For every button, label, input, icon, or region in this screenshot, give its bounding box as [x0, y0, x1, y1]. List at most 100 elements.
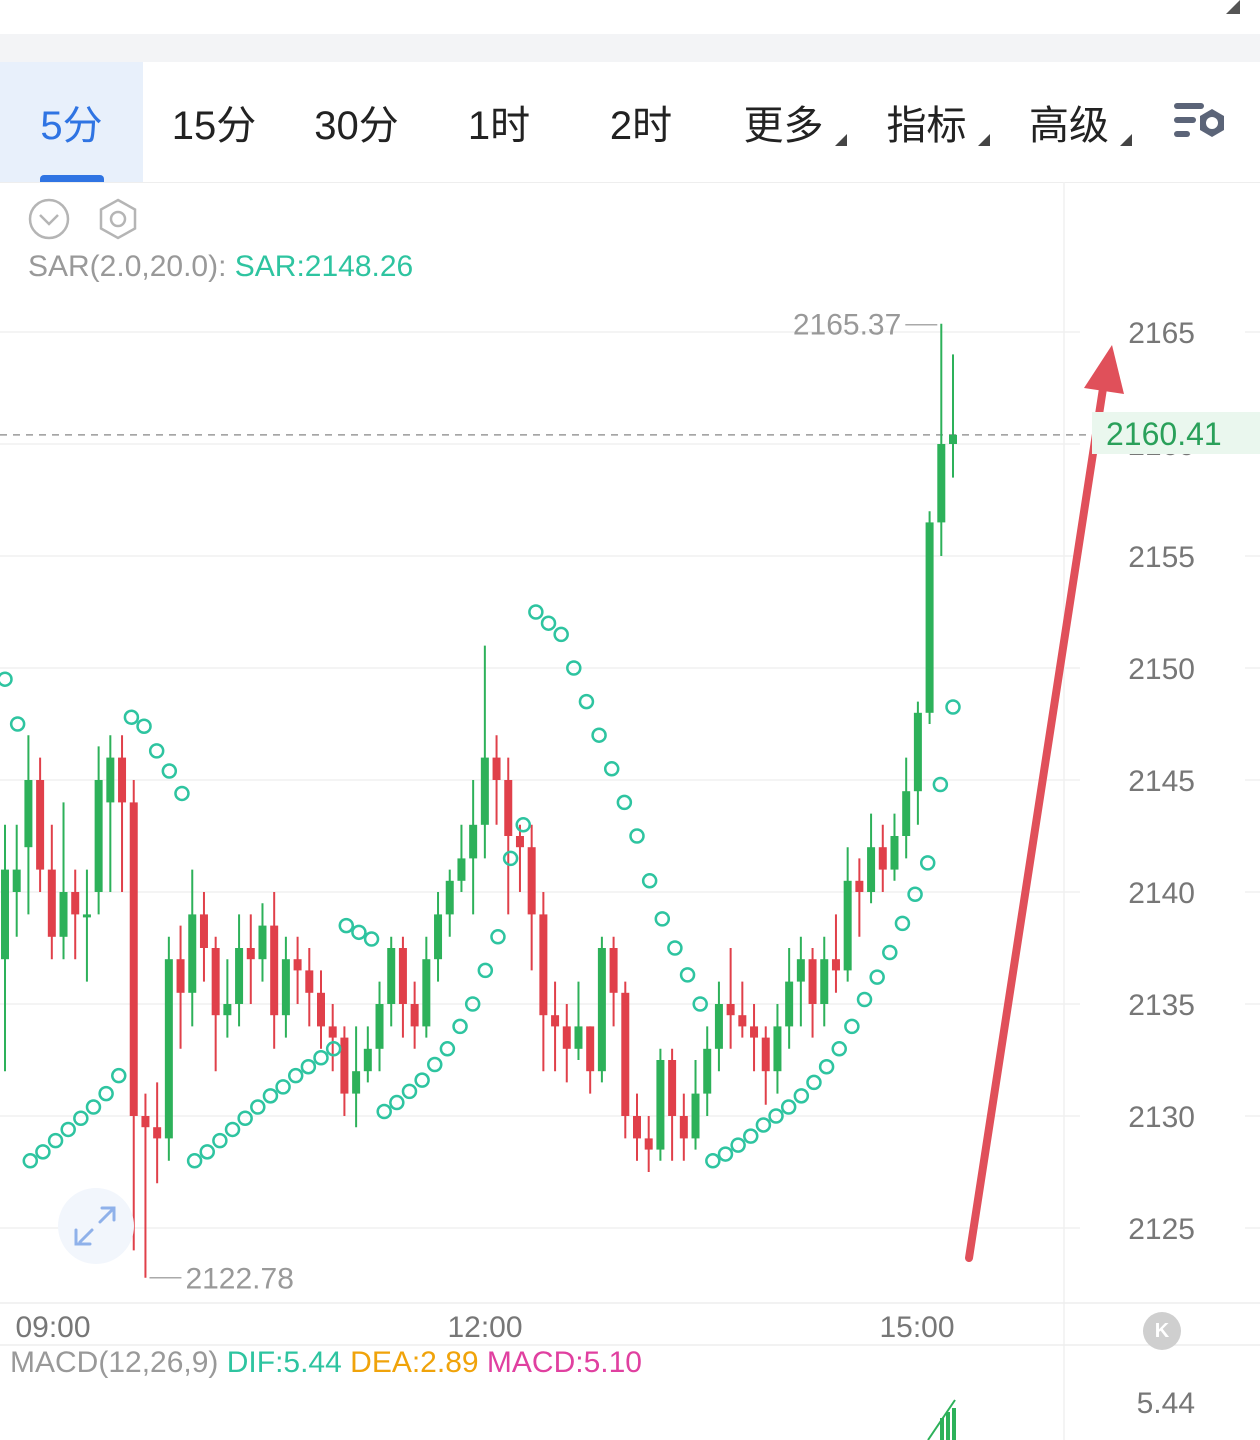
sar-value: SAR:2148.26 [234, 250, 414, 283]
y-tick-label: 2145 [1128, 765, 1195, 798]
candle-body [106, 757, 115, 803]
candle-body [258, 925, 267, 960]
x-tick-label: 09:00 [15, 1311, 90, 1344]
jump-latest-button[interactable]: K [1143, 1312, 1181, 1350]
y-tick-label: 2135 [1128, 989, 1195, 1022]
sar-dot [287, 1067, 304, 1084]
macd-dea: DEA:2.89 [350, 1346, 479, 1379]
tab-1[interactable]: 15分 [143, 62, 285, 182]
sar-dot [275, 1079, 291, 1095]
sar-dot [730, 1137, 746, 1153]
candle-body [352, 1071, 361, 1094]
sar-dot [427, 1056, 443, 1073]
sar-dot [123, 709, 140, 726]
tab-0[interactable]: 5分 [0, 62, 143, 182]
expand-arrows-icon [74, 1206, 116, 1246]
candle-body [551, 1015, 560, 1027]
candle-body [796, 959, 805, 982]
candle-body [47, 869, 56, 937]
tab-label: 高级 [1029, 104, 1109, 148]
tab-7[interactable]: 高级 [998, 62, 1140, 182]
candle-body [527, 847, 536, 915]
sar-dot [0, 671, 13, 687]
candle-body [913, 712, 922, 792]
sar-dot [806, 1074, 822, 1091]
y-tick-label: 2155 [1128, 541, 1195, 574]
sar-dot [47, 1132, 64, 1149]
macd-axis-value: 5.44 [1137, 1387, 1195, 1420]
candle-body [867, 847, 876, 892]
candle-body [843, 880, 852, 971]
candle-body [317, 992, 325, 1027]
tab-5[interactable]: 更多 [712, 62, 855, 182]
y-tick-label: 2130 [1128, 1101, 1195, 1134]
candle-body [59, 892, 68, 937]
tab-4[interactable]: 2时 [570, 62, 712, 182]
active-tab-underline [39, 175, 104, 182]
tab-label: 1时 [467, 104, 531, 148]
macd-indicator-label: MACD(12,26,9) DIF:5.44 DEA:2.89 MACD:5.1… [10, 1346, 642, 1380]
candle-body [691, 1093, 700, 1139]
x-tick-label: 12:00 [447, 1311, 522, 1344]
candle-body [937, 444, 946, 523]
high-price-label: 2165.37 [793, 309, 901, 342]
candle-body [457, 858, 466, 881]
candle-body [153, 1127, 162, 1139]
sar-dot [186, 1153, 203, 1169]
candle-body [12, 869, 21, 892]
sar-dot [603, 761, 620, 777]
sar-dot [376, 1103, 392, 1120]
candle-body [656, 1060, 665, 1150]
sar-dot [136, 718, 152, 734]
sar-dot [907, 886, 923, 902]
sar-dot [679, 967, 696, 983]
sar-dot [882, 944, 898, 961]
sar-dot [743, 1128, 759, 1144]
sar-dot [161, 763, 178, 779]
candle-body [188, 914, 197, 993]
y-tick-label: 2140 [1128, 877, 1195, 910]
sar-dot [212, 1132, 228, 1149]
sar-dot [831, 1041, 847, 1057]
candle-body [445, 880, 454, 915]
sar-dot [313, 1050, 329, 1066]
candle-body [808, 959, 817, 1004]
sar-dot [98, 1085, 114, 1102]
tab-3[interactable]: 1时 [428, 62, 570, 182]
tab-2[interactable]: 30分 [285, 62, 428, 182]
sar-dot [351, 924, 367, 941]
candle-body [890, 836, 899, 870]
candle-body [761, 1037, 770, 1072]
tab-6[interactable]: 指标 [855, 62, 998, 182]
candle-body [24, 780, 33, 848]
sar-dot [793, 1088, 810, 1104]
sar-dot [919, 855, 936, 871]
tab-label: 15分 [171, 104, 257, 148]
sar-dot [174, 785, 190, 802]
sar-dot [401, 1083, 418, 1100]
chart-settings-icon[interactable] [1168, 95, 1230, 151]
candle-body [562, 1026, 571, 1049]
sar-label: SAR(2.0,20.0): [28, 250, 227, 283]
sar-dot [464, 996, 481, 1012]
trend-arrow-head [1084, 345, 1124, 394]
candle-body [633, 1116, 641, 1139]
expand-button[interactable] [58, 1188, 134, 1264]
candle-body [597, 948, 606, 1072]
candle-body [820, 959, 829, 1004]
candle-body [586, 1026, 595, 1072]
macd-label: MACD(12,26,9) [10, 1346, 219, 1379]
chevron-down-circle-icon[interactable] [28, 198, 70, 240]
candle-body [270, 925, 279, 1016]
sar-dot [22, 1153, 39, 1169]
candle-body [176, 959, 185, 993]
tab-label: 5分 [40, 104, 103, 148]
hexagon-settings-icon[interactable] [97, 198, 137, 240]
candle-body [164, 959, 173, 1139]
dropdown-caret-icon [1120, 134, 1132, 146]
candle-body [118, 757, 127, 803]
candle-body [679, 1116, 688, 1139]
macd-bar [946, 1412, 950, 1440]
candle-body [223, 1004, 232, 1016]
